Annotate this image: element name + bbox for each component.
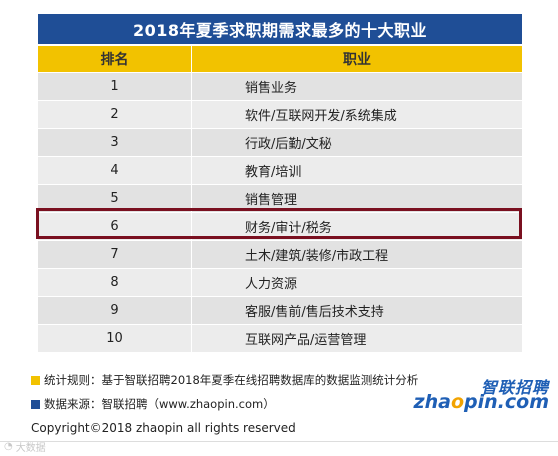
table-row: 6 财务/审计/税务 [38, 213, 522, 240]
job-cell: 土木/建筑/装修/市政工程 [245, 249, 389, 264]
divider [0, 441, 558, 442]
rank-cell: 8 [38, 269, 192, 296]
copyright: Copyright©2018 zhaopin all rights reserv… [31, 421, 296, 435]
job-cell: 财务/审计/税务 [245, 221, 332, 236]
header-job: 职业 [343, 52, 371, 68]
rank-cell: 3 [38, 129, 192, 156]
note-rule: 统计规则：基于智联招聘2018年夏季在线招聘数据库的数据监测统计分析 [31, 372, 418, 388]
table-row: 8 人力资源 [38, 269, 522, 296]
table-row: 5 销售管理 [38, 185, 522, 212]
rank-cell: 7 [38, 241, 192, 268]
table-row: 7 土木/建筑/装修/市政工程 [38, 241, 522, 268]
job-cell: 销售管理 [245, 193, 298, 208]
job-cell: 客服/售前/售后技术支持 [245, 305, 384, 320]
blue-square-icon [31, 399, 40, 409]
job-cell: 人力资源 [245, 277, 298, 292]
watermark-text: 大数据 [15, 443, 46, 454]
yellow-square-icon [31, 375, 40, 385]
table-row: 10 互联网产品/运营管理 [38, 325, 522, 352]
rank-cell: 9 [38, 297, 192, 324]
logo-en-pre: zha [413, 391, 451, 413]
table-row: 2 软件/互联网开发/系统集成 [38, 101, 522, 128]
job-cell: 行政/后勤/文秘 [245, 137, 332, 152]
logo-cn: 智联招聘 [480, 378, 549, 397]
table-title: 2018年夏季求职期需求最多的十大职业 [38, 14, 522, 44]
rank-cell: 10 [38, 325, 192, 352]
zhaopin-logo: 智联招聘 zhaopin.com [405, 374, 555, 414]
note-source-text: 数据来源：智联招聘（www.zhaopin.com） [44, 397, 275, 411]
table-row: 3 行政/后勤/文秘 [38, 129, 522, 156]
logo-en-o: o [450, 391, 465, 413]
header-rank: 排名 [38, 46, 192, 72]
logo-en: zhaopin.com [414, 391, 549, 413]
watermark: ◔ 大数据 [4, 439, 46, 454]
note-source: 数据来源：智联招聘（www.zhaopin.com） [31, 396, 275, 412]
rank-cell: 1 [38, 73, 192, 100]
logo-en-post: pin.com [464, 391, 549, 413]
table-row: 1 销售业务 [38, 73, 522, 100]
job-cell: 软件/互联网开发/系统集成 [245, 109, 397, 124]
rank-cell: 2 [38, 101, 192, 128]
rank-cell: 5 [38, 185, 192, 212]
rank-cell: 4 [38, 157, 192, 184]
weibo-icon: ◔ [4, 441, 13, 452]
job-cell: 互联网产品/运营管理 [245, 333, 367, 348]
table-row: 9 客服/售前/售后技术支持 [38, 297, 522, 324]
highlight-box [36, 208, 522, 239]
job-cell: 教育/培训 [245, 165, 302, 180]
table-header: 排名 职业 [38, 46, 522, 72]
note-rule-text: 统计规则：基于智联招聘2018年夏季在线招聘数据库的数据监测统计分析 [44, 373, 419, 387]
table-body: 1 销售业务 2 软件/互联网开发/系统集成 3 行政/后勤/文秘 4 教育/培训 5 销… [38, 73, 522, 353]
rank-cell: 6 [38, 213, 192, 240]
job-cell: 销售业务 [245, 81, 298, 96]
table-row: 4 教育/培训 [38, 157, 522, 184]
